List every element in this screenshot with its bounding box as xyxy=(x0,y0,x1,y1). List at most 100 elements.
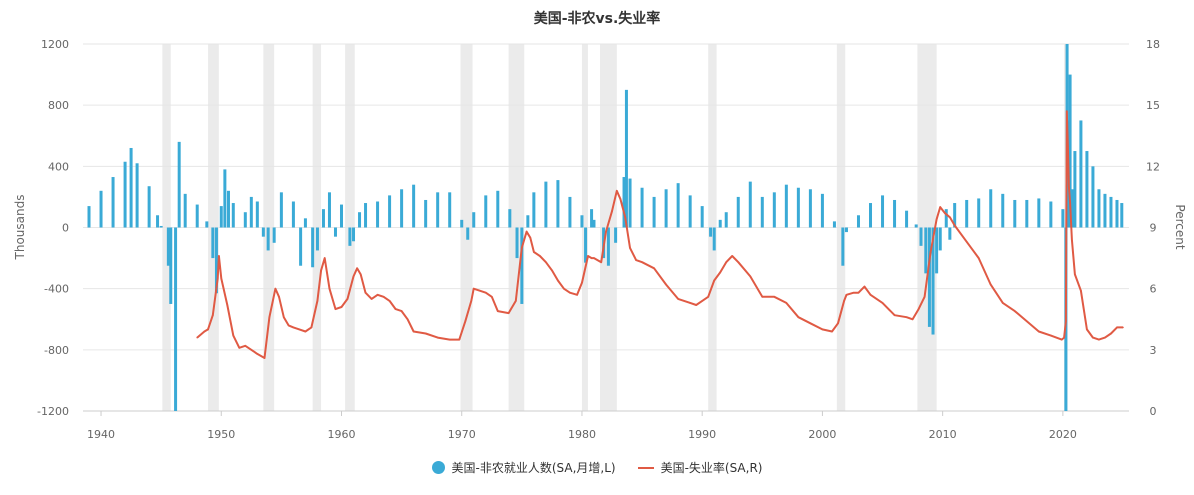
unemployment-point xyxy=(977,257,980,259)
payrolls-bar xyxy=(436,192,440,228)
payrolls-bar xyxy=(927,227,931,327)
legend-label-unemployment: 美国-失业率(SA,R) xyxy=(660,461,763,475)
payrolls-bar xyxy=(924,227,928,274)
payrolls-bar xyxy=(484,195,488,228)
payrolls-bar xyxy=(841,227,845,266)
unemployment-point xyxy=(1071,238,1073,241)
payrolls-bar xyxy=(177,141,181,228)
unemployment-point xyxy=(929,251,932,253)
payrolls-bar xyxy=(520,227,524,304)
unemployment-point xyxy=(238,346,241,349)
unemployment-point xyxy=(1066,139,1069,141)
unemployment-point xyxy=(320,269,322,272)
payrolls-bar xyxy=(166,227,170,266)
payrolls-bar xyxy=(1025,199,1029,228)
unemployment-point xyxy=(207,328,209,331)
payrolls-bar xyxy=(919,227,923,246)
payrolls-bar xyxy=(628,178,632,228)
payrolls-bar xyxy=(159,225,163,228)
unemployment-point xyxy=(1110,332,1112,335)
unemployment-point xyxy=(256,353,259,355)
payrolls-bar xyxy=(460,219,464,228)
payrolls-bar xyxy=(614,227,618,243)
unemployment-point xyxy=(382,296,385,298)
payrolls-bar xyxy=(568,196,572,228)
y2-tick-label: 3 xyxy=(1150,344,1157,357)
payrolls-bar xyxy=(869,203,873,228)
payrolls-bar xyxy=(339,204,343,228)
unemployment-point xyxy=(1104,336,1106,339)
y2-tick-label: 6 xyxy=(1150,283,1157,296)
payrolls-bar xyxy=(255,201,259,228)
payrolls-bar xyxy=(931,227,935,335)
y-tick-label: -800 xyxy=(44,344,69,357)
unemployment-point xyxy=(857,291,860,294)
payrolls-bar xyxy=(736,196,740,228)
payrolls-bar xyxy=(424,199,428,228)
unemployment-point xyxy=(212,314,214,316)
unemployment-point xyxy=(605,230,607,233)
x-tick-label: 1990 xyxy=(688,428,716,441)
payrolls-bar xyxy=(327,192,331,228)
unemployment-point xyxy=(424,332,427,335)
unemployment-point xyxy=(569,291,571,294)
x-tick-label: 2000 xyxy=(808,428,836,441)
unemployment-point xyxy=(216,277,219,280)
payrolls-bar xyxy=(183,193,187,228)
payrolls-bar xyxy=(676,183,680,228)
unemployment-point xyxy=(635,259,637,261)
unemployment-point xyxy=(304,330,307,333)
payrolls-bar xyxy=(448,192,452,228)
payrolls-bar xyxy=(718,219,722,228)
unemployment-point xyxy=(274,287,277,290)
payrolls-bar xyxy=(266,227,270,251)
unemployment-point xyxy=(388,300,391,302)
y2-tick-label: 0 xyxy=(1150,405,1157,418)
unemployment-point xyxy=(328,287,331,290)
unemployment-point xyxy=(346,298,349,300)
legend-item-payrolls[interactable]: 美国-非农就业人数(SA,月增,L) xyxy=(431,459,616,476)
payrolls-bar xyxy=(944,209,948,228)
payrolls-bar xyxy=(358,212,362,228)
x-tick-label: 1980 xyxy=(568,428,596,441)
unemployment-point xyxy=(282,316,285,319)
payrolls-bar xyxy=(1013,199,1017,228)
unemployment-point xyxy=(881,302,884,304)
unemployment-point xyxy=(298,328,301,331)
unemployment-point xyxy=(316,300,319,302)
payrolls-bar xyxy=(311,227,315,268)
unemployment-point xyxy=(843,300,845,302)
payrolls-bar xyxy=(1037,198,1041,228)
unemployment-point xyxy=(250,349,253,351)
payrolls-bar xyxy=(226,190,230,228)
unemployment-point xyxy=(989,283,992,286)
payrolls-bar xyxy=(279,192,283,228)
unemployment-point xyxy=(310,326,313,329)
unemployment-point xyxy=(1116,326,1118,329)
payrolls-bar xyxy=(772,192,776,228)
unemployment-point xyxy=(713,279,716,282)
unemployment-point xyxy=(1013,310,1016,312)
payrolls-bar xyxy=(784,184,788,228)
payrolls-bar xyxy=(214,227,218,294)
unemployment-point xyxy=(629,247,631,249)
y2-tick-label: 15 xyxy=(1146,99,1160,112)
x-tick-label: 1970 xyxy=(448,428,476,441)
unemployment-point xyxy=(232,334,235,337)
legend: 美国-非农就业人数(SA,月增,L) 美国-失业率(SA,R) xyxy=(0,459,1194,476)
y-tick-label: 800 xyxy=(48,99,69,112)
unemployment-point xyxy=(218,255,220,257)
unemployment-point xyxy=(1060,338,1063,341)
unemployment-point xyxy=(400,310,403,312)
unemployment-point xyxy=(935,218,938,221)
payrolls-bar xyxy=(291,201,295,228)
payrolls-bar xyxy=(989,189,993,228)
payrolls-bar xyxy=(1109,196,1113,228)
payrolls-bar xyxy=(515,227,519,259)
unemployment-point xyxy=(593,257,595,259)
payrolls-bar xyxy=(174,227,178,411)
unemployment-point xyxy=(1050,334,1052,337)
legend-item-unemployment[interactable]: 美国-失业率(SA,R) xyxy=(637,459,763,476)
payrolls-bar xyxy=(472,212,476,228)
